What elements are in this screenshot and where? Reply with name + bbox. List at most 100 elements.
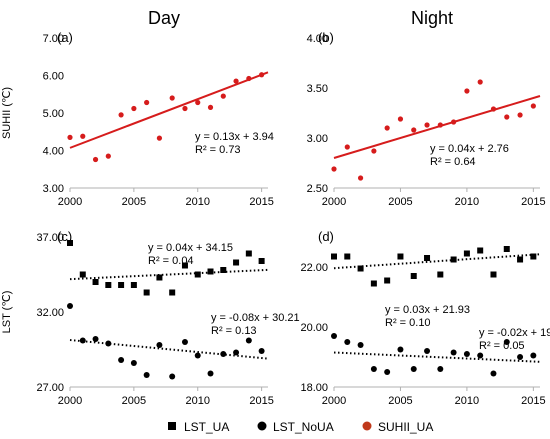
- data-point: [144, 99, 150, 106]
- x-tick-label: 2000: [322, 395, 346, 407]
- data-point: [477, 79, 483, 85]
- data-point: [207, 104, 214, 110]
- equation-label: R² = 0.10: [385, 317, 431, 329]
- data-point: [410, 366, 417, 372]
- data-point: [92, 336, 99, 342]
- equation-label: R² = 0.04: [148, 255, 194, 267]
- data-point: [530, 253, 537, 260]
- data-point: [331, 253, 337, 260]
- x-tick-label: 2015: [249, 395, 273, 407]
- x-tick-label: 2010: [185, 196, 209, 208]
- panel-label: (b): [318, 30, 334, 45]
- x-tick-label: 2005: [122, 395, 146, 407]
- data-point: [397, 116, 404, 122]
- y-axis-title: SUHII (℃): [1, 87, 13, 139]
- data-point: [450, 349, 457, 356]
- data-point: [233, 259, 240, 266]
- data-point: [258, 258, 265, 264]
- trend-line-lst-ua: [69, 268, 269, 281]
- equation-label: y = 0.04x + 34.15: [148, 242, 233, 254]
- legend: LST_UA LST_NoUA SUHII_UA: [168, 420, 433, 434]
- data-point: [67, 240, 73, 246]
- x-tick-label: 2000: [322, 196, 346, 208]
- y-tick-label: 3.00: [43, 183, 64, 195]
- equation-label: y = 0.03x + 21.93: [385, 304, 470, 316]
- equation-label: y = -0.08x + 30.21: [211, 312, 300, 324]
- data-point: [169, 289, 176, 296]
- panel-d: 18.00 20.00 22.00 2000 2005 2010 2015 (d) y = 0.…: [300, 229, 550, 407]
- data-point: [384, 277, 391, 284]
- equation-label: R² = 0.13: [211, 325, 257, 337]
- data-point: [67, 134, 73, 140]
- y-axis-title: LST (℃): [1, 291, 13, 334]
- data-point: [131, 105, 137, 112]
- x-tick-label: 2015: [521, 196, 545, 208]
- legend-label-lst-noua: LST_NoUA: [273, 420, 334, 434]
- data-point: [384, 125, 390, 131]
- data-point: [357, 265, 364, 272]
- data-point: [504, 114, 510, 120]
- panel-b: 2.50 3.00 3.50 4.00 2000 2005 2010 2015 (b) y = 0…: [307, 30, 546, 208]
- data-point: [220, 93, 226, 99]
- data-point: [92, 156, 99, 163]
- trend-line-lst-noua: [69, 339, 269, 360]
- data-point: [220, 267, 227, 273]
- data-point: [182, 105, 188, 112]
- data-point: [437, 271, 444, 278]
- data-point: [143, 289, 150, 296]
- data-point: [437, 122, 443, 128]
- data-point: [451, 119, 457, 125]
- data-point: [477, 247, 484, 254]
- legend-label-lst-ua: LST_UA: [184, 420, 229, 434]
- data-point: [397, 253, 404, 260]
- x-tick-label: 2010: [185, 395, 209, 407]
- y-tick-label: 4.00: [307, 33, 328, 45]
- data-point: [331, 333, 337, 339]
- data-point: [463, 351, 470, 357]
- legend-marker-suhii-ua: [362, 421, 372, 431]
- data-point: [92, 279, 99, 285]
- data-point: [169, 373, 176, 380]
- data-point: [477, 352, 484, 359]
- trend-line-lst-ua: [333, 253, 541, 270]
- legend-marker-lst-noua: [257, 421, 267, 431]
- y-tick-label: 4.00: [43, 146, 64, 158]
- column-title-day: Day: [148, 8, 180, 28]
- data-point: [503, 339, 510, 345]
- data-point: [246, 75, 252, 82]
- data-point: [437, 366, 444, 372]
- x-tick-label: 2005: [388, 196, 412, 208]
- data-point: [450, 256, 457, 263]
- data-point: [517, 256, 524, 263]
- data-point: [118, 112, 124, 118]
- y-tick-label: 3.50: [307, 83, 328, 95]
- y-tick-label: 3.00: [307, 133, 328, 145]
- data-point: [530, 103, 536, 109]
- data-point: [79, 271, 86, 278]
- data-point: [464, 88, 470, 94]
- trend-line-lst-noua: [333, 351, 541, 363]
- data-point: [357, 175, 364, 181]
- data-point: [156, 135, 163, 141]
- data-point: [130, 360, 137, 366]
- data-point: [411, 127, 417, 133]
- data-point: [370, 366, 377, 372]
- x-tick-label: 2015: [249, 196, 273, 208]
- data-point: [259, 72, 265, 78]
- equation-label: y = 0.13x + 3.94: [195, 131, 274, 143]
- data-point: [207, 370, 214, 377]
- data-point: [410, 273, 417, 279]
- data-point: [181, 262, 188, 269]
- data-point: [490, 106, 497, 112]
- data-point: [67, 303, 73, 309]
- y-tick-label: 18.00: [300, 382, 328, 394]
- data-point: [463, 250, 470, 257]
- x-tick-label: 2005: [388, 395, 412, 407]
- y-tick-label: 32.00: [36, 307, 64, 319]
- data-point: [105, 153, 111, 159]
- data-point: [169, 95, 175, 101]
- data-point: [397, 346, 404, 353]
- data-point: [195, 99, 201, 106]
- data-point: [80, 133, 86, 139]
